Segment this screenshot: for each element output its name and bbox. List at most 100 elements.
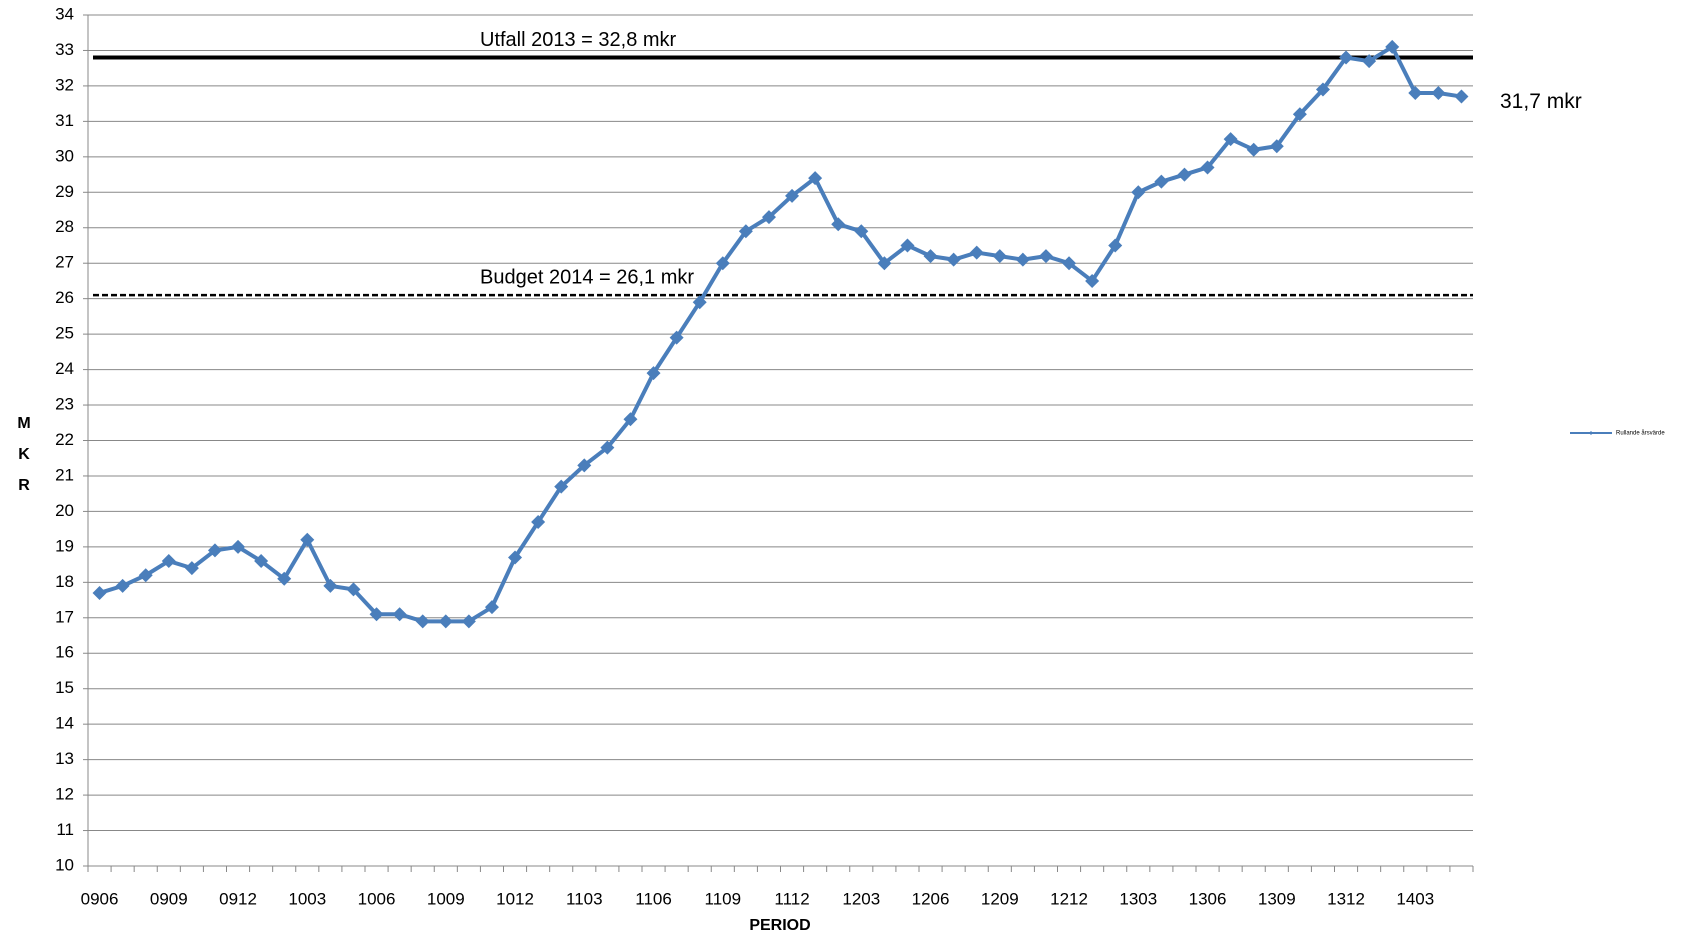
reference-label: Utfall 2013 = 32,8 mkr [480, 29, 677, 51]
x-tick-label: 1403 [1396, 889, 1434, 908]
data-point [646, 366, 661, 381]
data-point [554, 479, 569, 494]
x-tick-label: 1309 [1258, 889, 1296, 908]
data-point [508, 550, 523, 565]
x-tick-label: 1112 [774, 889, 809, 908]
x-tick-label: 1203 [842, 889, 880, 908]
y-tick-label: 32 [55, 75, 74, 94]
y-tick-label: 20 [55, 501, 74, 520]
data-point [877, 256, 892, 271]
data-point [531, 515, 546, 530]
data-point [1085, 273, 1100, 288]
data-point [1038, 249, 1053, 264]
legend-marker [1589, 431, 1593, 435]
x-tick-label: 1212 [1050, 889, 1088, 908]
y-tick-label: 11 [56, 820, 74, 839]
y-tick-label: 26 [55, 288, 74, 307]
x-tick-label: 0906 [81, 889, 119, 908]
data-point [946, 252, 961, 267]
data-point [1131, 185, 1146, 200]
x-tick-label: 1206 [912, 889, 950, 908]
data-point [1408, 86, 1423, 101]
data-point [1431, 86, 1446, 101]
y-tick-label: 13 [55, 749, 74, 768]
x-tick-label: 1009 [427, 889, 465, 908]
data-point [300, 532, 315, 547]
data-point [831, 217, 846, 232]
data-point [392, 607, 407, 622]
data-point [1315, 82, 1330, 97]
y-tick-label: 25 [55, 324, 74, 343]
x-tick-label: 1306 [1189, 889, 1227, 908]
reference-label: Budget 2014 = 26,1 mkr [480, 266, 694, 288]
data-point [1339, 50, 1354, 65]
y-tick-label: 28 [55, 217, 74, 236]
data-point [277, 571, 292, 586]
data-point [577, 458, 592, 473]
y-tick-label: 34 [55, 4, 74, 23]
data-point [923, 249, 938, 264]
x-tick-label: 1303 [1119, 889, 1157, 908]
data-point [623, 412, 638, 427]
data-point [1454, 89, 1469, 104]
y-tick-label: 24 [55, 359, 74, 378]
data-point [969, 245, 984, 260]
y-tick-label: 21 [55, 465, 74, 484]
y-tick-label: 27 [55, 253, 74, 272]
data-point [115, 578, 130, 593]
annotation: 31,7 mkr [1500, 90, 1582, 113]
x-tick-label: 1103 [566, 889, 603, 908]
data-point [207, 543, 222, 558]
y-tick-label: 16 [55, 643, 74, 662]
data-point [600, 440, 615, 455]
data-point [415, 614, 430, 629]
data-point [254, 554, 269, 569]
data-point [1385, 39, 1400, 54]
y-tick-label: 12 [55, 785, 74, 804]
x-tick-label: 1003 [288, 889, 326, 908]
data-point [854, 224, 869, 239]
x-tick-label: 1106 [635, 889, 672, 908]
data-point [438, 614, 453, 629]
data-point [1269, 139, 1284, 154]
data-point [346, 582, 361, 597]
data-point [900, 238, 915, 253]
x-axis-label: PERIOD [749, 917, 810, 934]
y-tick-label: 19 [55, 536, 74, 555]
data-point [785, 188, 800, 203]
y-tick-label: 33 [55, 40, 74, 59]
data-point [369, 607, 384, 622]
data-point [184, 561, 199, 576]
y-tick-label: 30 [55, 146, 74, 165]
data-point [992, 249, 1007, 264]
x-tick-label: 1109 [705, 889, 742, 908]
y-axis-label: MKR [16, 415, 33, 508]
x-tick-label: 1012 [496, 889, 534, 908]
y-tick-label: 17 [55, 607, 74, 626]
y-tick-label: 10 [55, 855, 74, 874]
y-tick-label: 29 [55, 182, 74, 201]
data-point [231, 539, 246, 554]
y-tick-label: 15 [55, 678, 74, 697]
x-tick-label: 0912 [219, 889, 257, 908]
data-point [715, 256, 730, 271]
y-tick-label: 22 [55, 430, 74, 449]
data-point [484, 600, 499, 615]
data-point [323, 578, 338, 593]
data-point [692, 295, 707, 310]
data-point [92, 585, 107, 600]
data-point [1246, 142, 1261, 157]
data-point [669, 330, 684, 345]
data-point [1062, 256, 1077, 271]
x-tick-label: 1312 [1327, 889, 1365, 908]
data-point [1108, 238, 1123, 253]
legend-label: Rullande årsvärde [1616, 430, 1665, 437]
data-point [1015, 252, 1030, 267]
data-point [1177, 167, 1192, 182]
data-point [1200, 160, 1215, 175]
x-tick-label: 0909 [150, 889, 188, 908]
data-point [161, 554, 176, 569]
data-point [761, 210, 776, 225]
x-tick-label: 1209 [981, 889, 1019, 908]
